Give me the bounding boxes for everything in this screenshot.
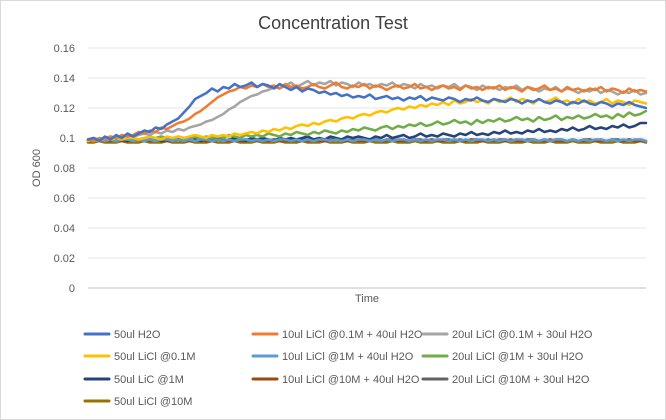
series-line [86,138,648,143]
y-tick-label: 0.12 [54,103,75,115]
chart-title: Concentration Test [258,13,408,33]
legend-label: 50ul H2O [114,329,161,341]
series-line [86,96,648,143]
gridlines [88,47,646,289]
legend-label: 10ul LiCl @1M + 40ul H2O [282,351,414,363]
y-tick-label: 0.06 [54,193,75,205]
legend-label: 50ul LiCl @10M [114,396,192,408]
legend-label: 50ul LiC @1M [114,374,184,386]
legend-label: 20ul LiCl @10M + 30ul H2O [452,374,590,386]
legend-label: 10ul LiCl @0.1M + 40ul H2O [282,329,423,341]
legend: 50ul H2O 10ul LiCl @0.1M + 40ul H2O 20ul L… [83,329,593,408]
legend-label: 50ul LiCl @0.1M [114,351,195,363]
y-tick-label: 0.04 [54,223,75,235]
legend-label: 20ul LiCl @1M + 30ul H2O [452,351,584,363]
y-tick-label: 0.1 [60,133,75,145]
series-line [86,81,648,143]
legend-label: 20ul LiCl @0.1M + 30ul H2O [452,329,593,341]
y-axis-label: OD 600 [31,149,43,187]
legend-label: 10ul LiCl @10M + 40ul H2O [282,374,420,386]
y-tick-label: 0.16 [54,43,75,55]
y-tick-labels: 0.16 0.14 0.12 0.1 0.08 0.06 0.04 0.02 0 [54,43,75,295]
y-tick-label: 0.14 [54,73,75,85]
x-axis-label: Time [355,293,379,305]
series-lines [86,79,648,144]
y-tick-label: 0 [69,283,75,295]
series-line [86,81,648,143]
y-tick-label: 0.02 [54,253,75,265]
y-tick-label: 0.08 [54,163,75,175]
